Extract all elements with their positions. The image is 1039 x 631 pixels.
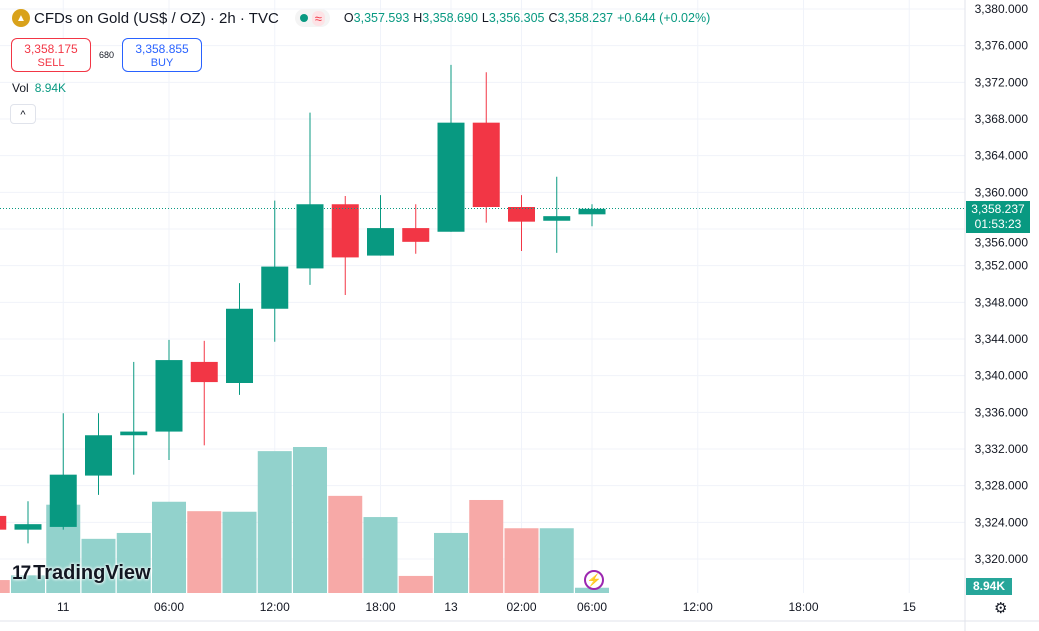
candle-body — [14, 524, 42, 530]
volume-bar — [293, 447, 327, 593]
candle-body — [155, 360, 183, 432]
candle-body — [437, 122, 465, 232]
candle-body — [120, 431, 148, 436]
close-label: C — [548, 11, 558, 25]
price-tick-label: 3,360.000 — [975, 185, 1029, 199]
high-label: H — [413, 11, 423, 25]
price-tick-label: 3,376.000 — [975, 39, 1029, 53]
candle-body — [578, 208, 606, 215]
volume-label: Vol — [12, 81, 29, 95]
candle-body — [85, 435, 112, 476]
open-value: 3,357.593 — [353, 11, 410, 25]
buy-price: 3,358.855 — [135, 42, 189, 56]
watermark-text: TradingView — [33, 562, 151, 584]
volume-bar — [187, 511, 222, 593]
candle-body — [508, 207, 535, 222]
price-tick-label: 3,344.000 — [975, 332, 1029, 346]
candle-body — [402, 228, 430, 242]
candle-body — [0, 515, 7, 530]
sell-button[interactable]: 3,358.175 SELL — [11, 38, 91, 72]
bar-countdown: 01:53:23 — [974, 217, 1022, 231]
volume-bar — [328, 495, 363, 593]
high-value: 3,358.690 — [422, 11, 478, 25]
price-tick-label: 3,352.000 — [975, 259, 1029, 273]
buy-button[interactable]: 3,358.855 BUY — [122, 38, 203, 72]
tradingview-logo-icon: 17 — [12, 562, 31, 584]
volume-bar — [469, 499, 504, 593]
price-tick-label: 3,348.000 — [975, 295, 1029, 309]
symbol-title[interactable]: CFDs on Gold (US$ / OZ) · 2h · TVC — [34, 9, 279, 27]
sell-label: SELL — [37, 57, 65, 69]
candle-body — [296, 204, 324, 269]
ohlc-legend: O3,357.593 H3,358.690 L3,356.305 C3,358.… — [344, 11, 710, 25]
change-value: +0.644 (+0.02%) — [617, 11, 711, 25]
current-price-label: 3,358.237 01:53:23 — [966, 201, 1030, 233]
market-status[interactable]: ≈ — [294, 9, 330, 27]
trade-panel: 3,358.175 SELL 680 3,358.855 BUY — [11, 38, 203, 72]
time-tick-label: 15 — [903, 600, 917, 614]
time-tick-label: 06:00 — [577, 600, 607, 614]
sell-price: 3,358.175 — [24, 42, 78, 56]
low-value: 3,356.305 — [488, 11, 545, 25]
settings-gear-icon[interactable]: ⚙ — [994, 600, 1008, 617]
time-tick-label: 11 — [57, 600, 70, 614]
collapse-legend-button[interactable]: ^ — [10, 104, 36, 124]
volume-bar — [539, 528, 574, 593]
close-value: 3,358.237 — [557, 11, 614, 25]
price-tick-label: 3,324.000 — [975, 515, 1029, 529]
price-tick-label: 3,332.000 — [975, 442, 1029, 456]
price-tick-label: 3,356.000 — [975, 235, 1029, 249]
time-tick-label: 06:00 — [154, 600, 184, 614]
volume-bar — [81, 538, 116, 593]
volume-bar — [257, 451, 292, 593]
time-tick-label: 18:00 — [365, 600, 395, 614]
price-tick-label: 3,336.000 — [975, 405, 1029, 419]
volume-bar — [575, 587, 609, 593]
candle-body — [331, 204, 359, 258]
candle-body — [226, 308, 253, 383]
time-tick-label: 13 — [444, 600, 458, 614]
volume-bar — [222, 511, 257, 593]
volume-bar — [504, 528, 539, 593]
spread-value: 680 — [99, 50, 115, 60]
volume-bar — [116, 532, 151, 593]
candle-body — [190, 361, 218, 383]
candle-body — [367, 228, 394, 256]
buy-label: BUY — [150, 57, 174, 69]
symbol-header: ▲ CFDs on Gold (US$ / OZ) · 2h · TVC ≈ O… — [12, 9, 710, 27]
lightning-icon[interactable]: ⚡ — [584, 570, 604, 590]
candle-body — [261, 266, 289, 309]
price-tick-label: 3,328.000 — [975, 479, 1029, 493]
price-tick-label: 3,380.000 — [975, 2, 1029, 16]
candle-body — [543, 216, 571, 221]
time-tick-label: 12:00 — [683, 600, 713, 614]
tradingview-watermark[interactable]: 17 TradingView — [12, 562, 151, 585]
volume-bar — [11, 575, 45, 593]
volume-legend[interactable]: Vol 8.94K — [12, 81, 66, 95]
price-tick-label: 3,340.000 — [975, 369, 1029, 383]
price-tick-label: 3,368.000 — [975, 112, 1029, 126]
price-tick-label: 3,364.000 — [975, 149, 1029, 163]
volume-axis-label: 8.94K — [966, 578, 1012, 595]
low-label: L — [481, 11, 489, 25]
price-tick-label: 3,372.000 — [975, 75, 1029, 89]
price-tick-label: 3,320.000 — [975, 552, 1029, 566]
time-tick-label: 12:00 — [260, 600, 290, 614]
volume-bar — [152, 501, 186, 593]
gold-bars-icon: ▲ — [12, 9, 30, 27]
market-open-dot-icon — [299, 14, 308, 22]
open-label: O — [343, 11, 354, 25]
volume-value: 8.94K — [34, 81, 67, 95]
candle-body — [49, 474, 77, 527]
time-tick-label: 18:00 — [788, 600, 818, 614]
candle-body — [472, 122, 500, 207]
volume-bar — [434, 532, 468, 593]
volume-bar — [363, 517, 398, 593]
current-price-value: 3,358.237 — [971, 202, 1025, 216]
delayed-data-icon: ≈ — [311, 10, 325, 26]
volume-bar — [0, 580, 10, 593]
volume-bar — [398, 575, 433, 593]
time-tick-label: 02:00 — [506, 600, 536, 614]
